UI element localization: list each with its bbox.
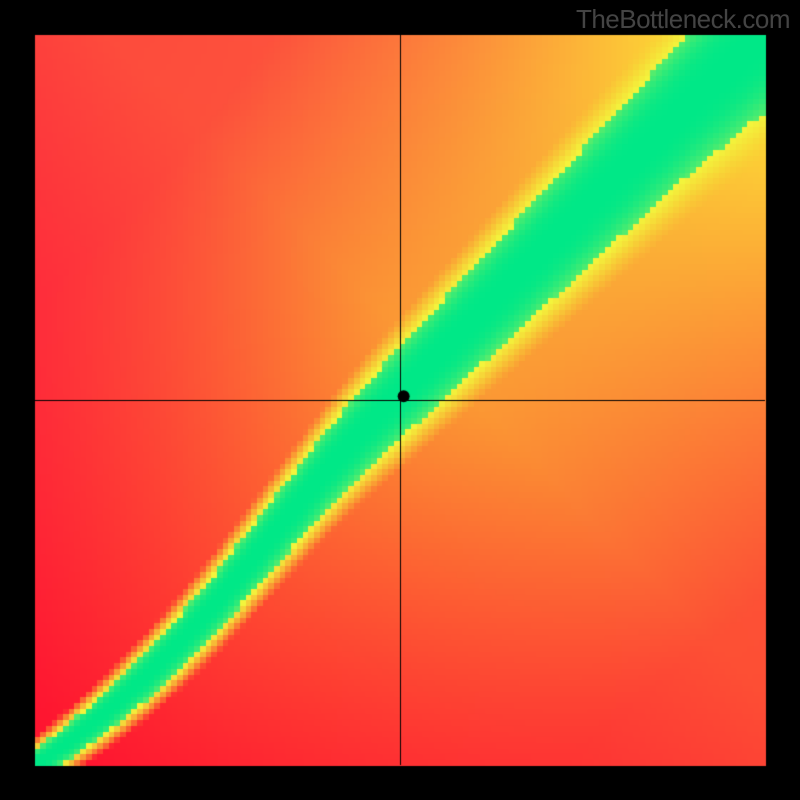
watermark-text: TheBottleneck.com [576,4,790,35]
heatmap-canvas [0,0,800,800]
chart-container: { "watermark": { "text": "TheBottleneck.… [0,0,800,800]
